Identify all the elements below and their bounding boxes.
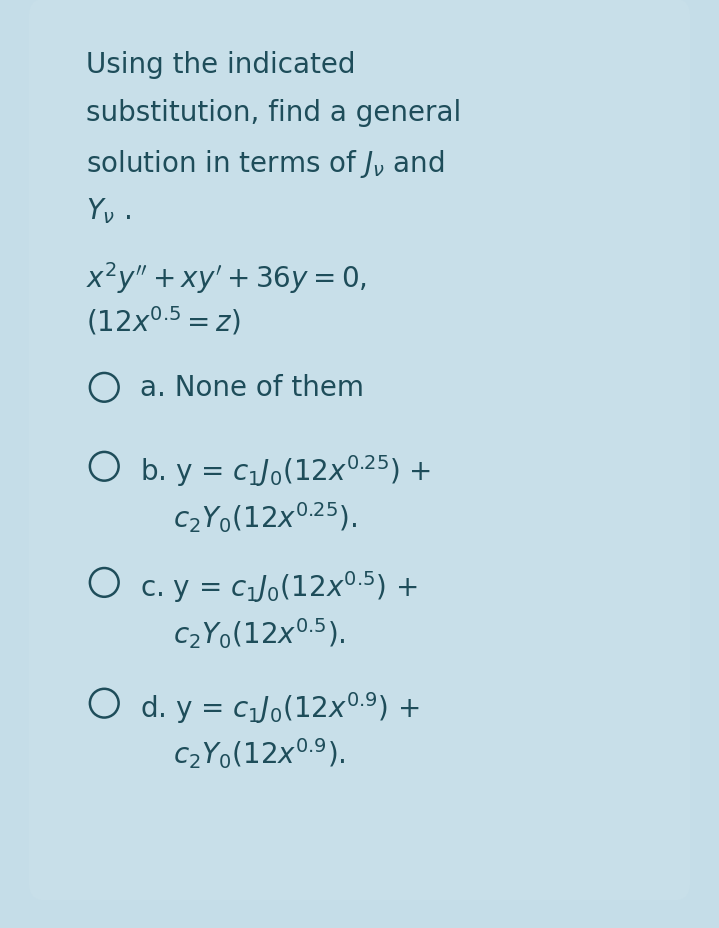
Text: a. None of them: a. None of them — [140, 374, 365, 402]
FancyBboxPatch shape — [29, 0, 690, 900]
Text: $Y_\nu$ .: $Y_\nu$ . — [86, 196, 132, 226]
Text: $(12x^{0.5} = z)$: $(12x^{0.5} = z)$ — [86, 304, 241, 337]
Text: $c_2Y_0(12x^{0.25}).$: $c_2Y_0(12x^{0.25}).$ — [173, 499, 357, 534]
Text: c. y = $c_1J_0(12x^{0.5})$ +: c. y = $c_1J_0(12x^{0.5})$ + — [140, 569, 418, 605]
Text: solution in terms of $J_\nu$ and: solution in terms of $J_\nu$ and — [86, 148, 445, 179]
Text: $c_2Y_0(12x^{0.9}).$: $c_2Y_0(12x^{0.9}).$ — [173, 736, 345, 770]
Text: $x^2y'' + xy' + 36y = 0,$: $x^2y'' + xy' + 36y = 0,$ — [86, 260, 367, 296]
Text: $c_2Y_0(12x^{0.5}).$: $c_2Y_0(12x^{0.5}).$ — [173, 615, 345, 650]
Text: b. y = $c_1J_0(12x^{0.25})$ +: b. y = $c_1J_0(12x^{0.25})$ + — [140, 453, 431, 489]
Text: d. y = $c_1J_0(12x^{0.9})$ +: d. y = $c_1J_0(12x^{0.9})$ + — [140, 690, 420, 726]
Text: Using the indicated: Using the indicated — [86, 51, 356, 79]
Text: substitution, find a general: substitution, find a general — [86, 99, 462, 127]
